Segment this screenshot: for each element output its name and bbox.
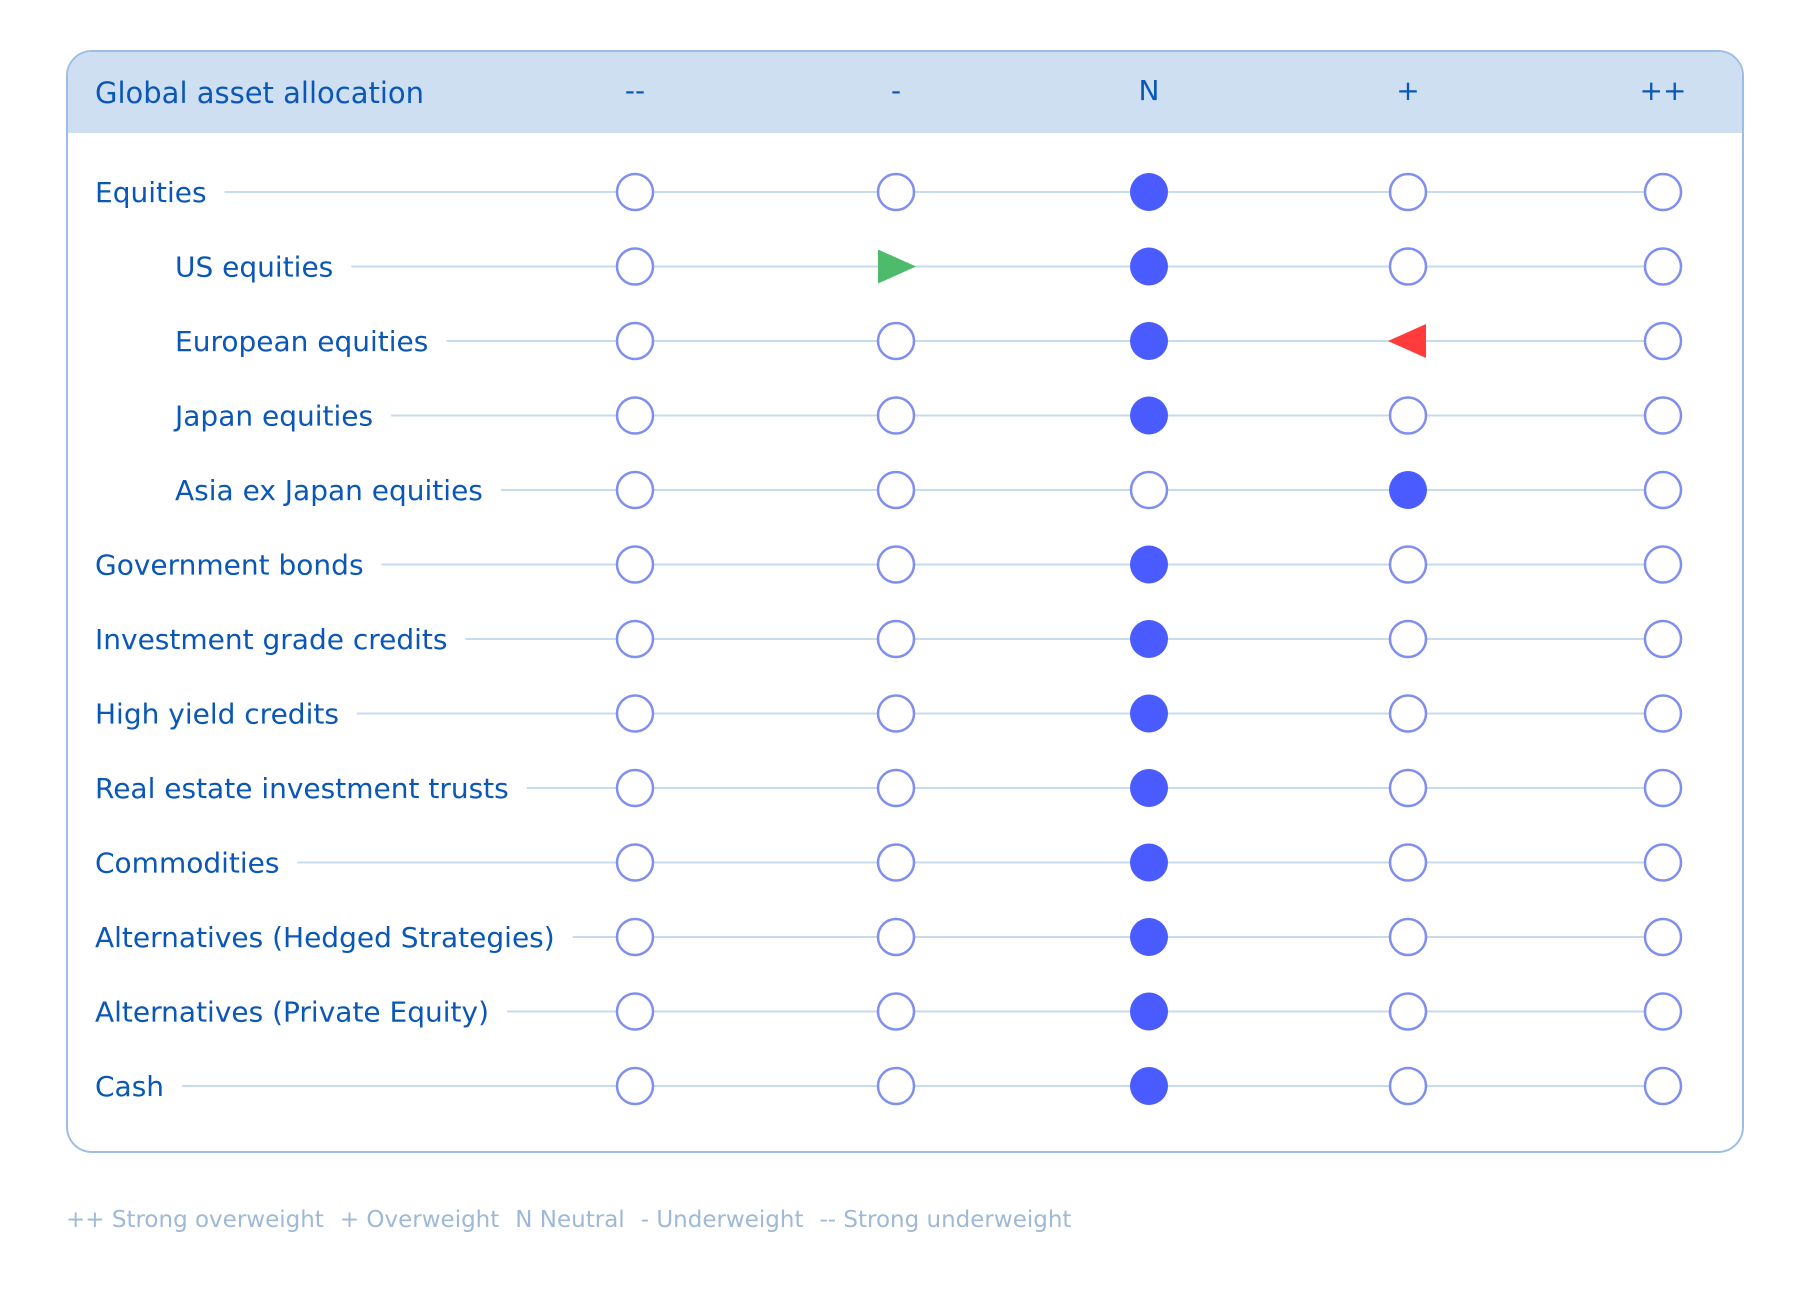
open-circle-10-4 <box>1643 917 1683 957</box>
open-circle-9-3 <box>1388 843 1428 882</box>
row-label-2: European equities <box>175 325 428 358</box>
open-circle-0-1 <box>876 172 916 212</box>
open-circle-7-0 <box>615 694 655 733</box>
open-circle-7-1 <box>876 694 916 733</box>
position-dot-4 <box>1389 471 1427 509</box>
legend-item-3: - Underweight <box>640 1207 804 1233</box>
open-circle-4-0 <box>615 470 655 510</box>
open-circle-2-4 <box>1643 321 1683 361</box>
open-circle-5-0 <box>615 545 655 584</box>
open-circle-10-1 <box>876 917 916 957</box>
position-dot-3 <box>1130 396 1168 435</box>
position-dot-9 <box>1130 843 1168 882</box>
row-label-7: High yield credits <box>95 698 339 731</box>
open-circle-4-2 <box>1129 470 1169 510</box>
row-label-4: Asia ex Japan equities <box>175 474 483 507</box>
open-circle-9-0 <box>615 843 655 882</box>
open-circle-6-1 <box>876 619 916 659</box>
downgrade-arrow-2 <box>1388 324 1426 358</box>
header-band <box>68 52 1742 133</box>
row-label-8: Real estate investment trusts <box>95 772 509 805</box>
open-circle-12-0 <box>615 1066 655 1106</box>
open-circle-3-0 <box>615 396 655 435</box>
position-dot-5 <box>1130 545 1168 584</box>
open-circle-4-1 <box>876 470 916 510</box>
open-circle-10-3 <box>1388 917 1428 957</box>
legend-item-2: N Neutral <box>515 1207 625 1233</box>
open-circle-1-4 <box>1643 247 1683 286</box>
position-dot-12 <box>1130 1067 1168 1105</box>
row-label-3: Japan equities <box>173 400 373 433</box>
legend-item-1: + Overweight <box>339 1207 500 1233</box>
open-circle-11-1 <box>876 992 916 1031</box>
row-label-12: Cash <box>95 1070 164 1103</box>
open-circle-0-3 <box>1388 172 1428 212</box>
row-label-0: Equities <box>95 176 207 209</box>
open-circle-7-4 <box>1643 694 1683 733</box>
open-circle-7-3 <box>1388 694 1428 733</box>
allocation-panel: Global asset allocation -- - N + ++ Equities US… <box>66 50 1744 1153</box>
position-dot-2 <box>1130 322 1168 360</box>
column-header-3: + <box>1396 74 1419 107</box>
open-circle-0-4 <box>1643 172 1683 212</box>
open-circle-4-4 <box>1643 470 1683 510</box>
open-circle-2-0 <box>615 321 655 361</box>
open-circle-6-4 <box>1643 619 1683 659</box>
legend-item-4: -- Strong underweight <box>819 1207 1072 1233</box>
open-circle-8-3 <box>1388 768 1428 808</box>
position-dot-7 <box>1130 694 1168 733</box>
row-label-9: Commodities <box>95 847 280 880</box>
open-circle-11-3 <box>1388 992 1428 1031</box>
open-circle-9-4 <box>1643 843 1683 882</box>
chart-title: Global asset allocation <box>95 76 424 110</box>
open-circle-11-0 <box>615 992 655 1031</box>
column-header-4: ++ <box>1640 74 1687 107</box>
open-circle-12-3 <box>1388 1066 1428 1106</box>
open-circle-12-1 <box>876 1066 916 1106</box>
column-header-1: - <box>891 74 901 107</box>
open-circle-6-0 <box>615 619 655 659</box>
open-circle-8-1 <box>876 768 916 808</box>
open-circle-9-1 <box>876 843 916 882</box>
upgrade-arrow-1 <box>878 249 916 284</box>
row-label-6: Investment grade credits <box>95 623 447 656</box>
open-circle-5-4 <box>1643 545 1683 584</box>
position-dot-8 <box>1130 769 1168 807</box>
open-circle-3-1 <box>876 396 916 435</box>
row-label-11: Alternatives (Private Equity) <box>95 996 489 1029</box>
open-circle-5-1 <box>876 545 916 584</box>
position-dot-1 <box>1130 247 1168 286</box>
open-circle-8-4 <box>1643 768 1683 808</box>
open-circle-3-3 <box>1388 396 1428 435</box>
open-circle-5-3 <box>1388 545 1428 584</box>
position-dot-0 <box>1130 173 1168 211</box>
legend-item-0: ++ Strong overweight <box>66 1207 324 1233</box>
open-circle-0-0 <box>615 172 655 212</box>
row-label-10: Alternatives (Hedged Strategies) <box>95 921 555 954</box>
row-label-1: US equities <box>175 251 333 284</box>
open-circle-1-0 <box>615 247 655 286</box>
position-dot-11 <box>1130 992 1168 1031</box>
legend: ++ Strong overweight + Overweight N Neutra… <box>66 1207 1087 1233</box>
open-circle-11-4 <box>1643 992 1683 1031</box>
column-header-2: N <box>1139 74 1160 107</box>
open-circle-10-0 <box>615 917 655 957</box>
position-dot-6 <box>1130 620 1168 658</box>
open-circle-1-3 <box>1388 247 1428 286</box>
row-label-5: Government bonds <box>95 549 364 582</box>
open-circle-6-3 <box>1388 619 1428 659</box>
open-circle-12-4 <box>1643 1066 1683 1106</box>
allocation-chart: Global asset allocation -- - N + ++EquitiesUS… <box>95 74 1687 1106</box>
position-dot-10 <box>1130 918 1168 956</box>
open-circle-3-4 <box>1643 396 1683 435</box>
column-header-0: -- <box>625 74 645 107</box>
open-circle-8-0 <box>615 768 655 808</box>
open-circle-2-1 <box>876 321 916 361</box>
